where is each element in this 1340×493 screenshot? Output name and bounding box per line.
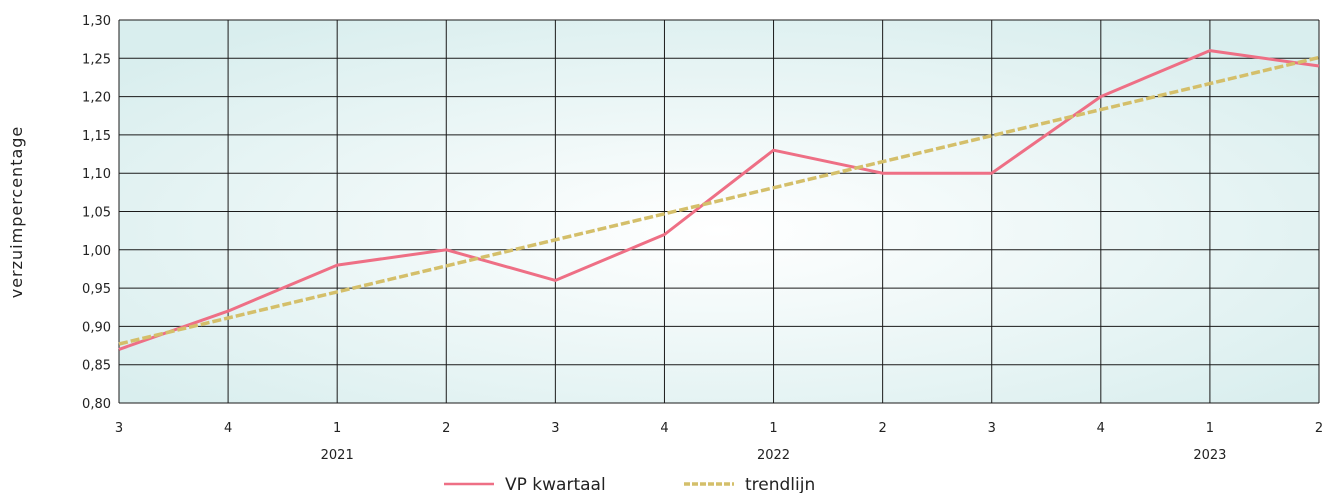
y-tick-label: 0,90 xyxy=(82,320,111,335)
y-tick-label: 0,80 xyxy=(82,397,111,412)
x-tick-label: 1 xyxy=(769,421,777,436)
year-label: 2022 xyxy=(757,448,790,463)
x-tick-label: 4 xyxy=(224,421,232,436)
y-tick-label: 1,25 xyxy=(82,52,111,67)
x-tick-label: 2 xyxy=(878,421,886,436)
x-tick-label: 1 xyxy=(1206,421,1214,436)
y-tick-label: 1,00 xyxy=(82,244,111,259)
y-axis-label: verzuimpercentage xyxy=(7,126,26,299)
x-axis-ticks: 3 4 1 2 3 4 1 2 3 4 1 2 xyxy=(115,421,1323,436)
x-tick-label: 3 xyxy=(988,421,996,436)
y-tick-label: 0,95 xyxy=(82,282,111,297)
y-tick-label: 1,15 xyxy=(82,129,111,144)
year-label: 2023 xyxy=(1193,448,1226,463)
x-tick-label: 1 xyxy=(333,421,341,436)
legend-label: trendlijn xyxy=(745,475,815,493)
vp-kwartaal-series xyxy=(118,49,1320,351)
legend: VP kwartaal trendlijn xyxy=(444,475,815,493)
y-tick-label: 0,85 xyxy=(82,359,111,374)
x-tick-label: 3 xyxy=(551,421,559,436)
y-tick-label: 1,30 xyxy=(82,14,111,29)
y-tick-label: 1,20 xyxy=(82,91,111,106)
x-axis-year-labels: 2021 2022 2023 xyxy=(321,448,1227,463)
x-tick-label: 2 xyxy=(1315,421,1323,436)
x-tick-label: 2 xyxy=(442,421,450,436)
series-lines xyxy=(118,49,1320,351)
year-label: 2021 xyxy=(321,448,354,463)
y-tick-label: 1,10 xyxy=(82,167,111,182)
x-tick-label: 4 xyxy=(660,421,668,436)
x-tick-label: 4 xyxy=(1097,421,1105,436)
grid xyxy=(118,19,1320,404)
trendline-series xyxy=(118,55,1320,346)
y-axis-ticks: 0,80 0,85 0,90 0,95 1,00 1,05 1,10 1,15 1,20 1,25… xyxy=(82,14,111,412)
y-tick-label: 1,05 xyxy=(82,206,111,221)
x-tick-label: 3 xyxy=(115,421,123,436)
legend-label: VP kwartaal xyxy=(505,475,606,493)
